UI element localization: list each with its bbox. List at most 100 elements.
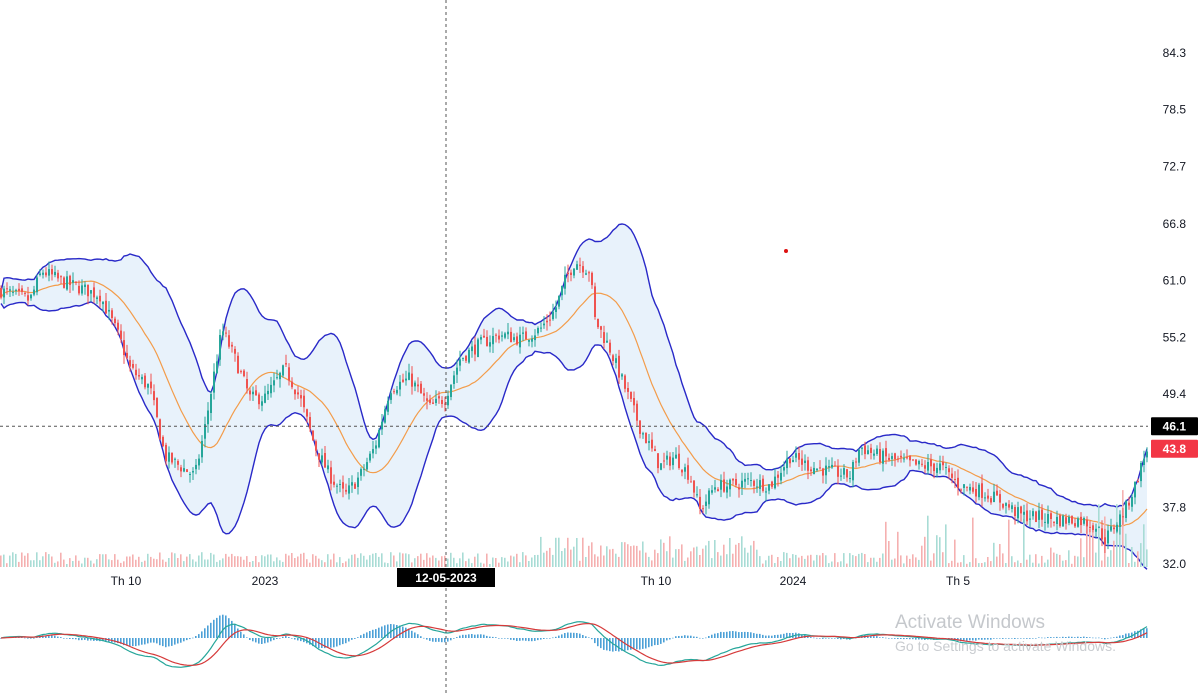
volume-bar bbox=[660, 539, 662, 567]
macd-histogram-bar bbox=[468, 634, 470, 638]
candle bbox=[282, 364, 284, 378]
macd-histogram-bar bbox=[993, 638, 995, 639]
macd-histogram-bar bbox=[90, 638, 92, 641]
candle bbox=[738, 483, 740, 498]
volume-bar bbox=[795, 554, 797, 567]
volume-bar bbox=[570, 549, 572, 567]
macd-histogram-bar bbox=[282, 636, 284, 638]
macd-histogram-bar bbox=[339, 638, 341, 646]
macd-histogram-bar bbox=[1011, 638, 1013, 639]
macd-histogram-bar bbox=[618, 638, 620, 652]
candle bbox=[897, 455, 899, 463]
candle bbox=[1116, 522, 1118, 534]
macd-histogram-bar bbox=[57, 636, 59, 638]
macd-histogram-bar bbox=[84, 638, 86, 640]
volume-bar bbox=[966, 563, 968, 567]
candle bbox=[507, 323, 509, 340]
candle bbox=[1122, 507, 1124, 525]
volume-bar bbox=[939, 537, 941, 567]
macd-histogram-bar bbox=[675, 636, 677, 638]
volume-bar bbox=[507, 561, 509, 567]
volume-bar bbox=[642, 541, 644, 567]
macd-histogram-bar bbox=[732, 631, 734, 638]
candle bbox=[807, 456, 809, 480]
volume-bar bbox=[15, 553, 17, 567]
volume-bar bbox=[465, 561, 467, 567]
candle bbox=[642, 431, 644, 439]
candle bbox=[30, 294, 32, 301]
candle bbox=[195, 459, 197, 475]
volume-bar bbox=[456, 563, 458, 567]
volume-bar bbox=[540, 536, 542, 567]
macd-histogram-bar bbox=[963, 638, 965, 641]
volume-bar bbox=[1086, 525, 1088, 567]
price-axis[interactable]: 84.3 78.5 72.7 66.8 61.0 55.2 49.4 37.8 32.0 46.1… bbox=[1151, 46, 1198, 571]
volume-bar bbox=[819, 555, 821, 567]
volume-bar bbox=[345, 561, 347, 567]
candle bbox=[903, 453, 905, 463]
volume-bar bbox=[993, 542, 995, 567]
candle bbox=[231, 341, 233, 353]
candle bbox=[36, 274, 38, 296]
volume-bar bbox=[132, 554, 134, 567]
macd-histogram-bar bbox=[411, 630, 413, 638]
macd-histogram-bar bbox=[579, 633, 581, 638]
macd-histogram-bar bbox=[1017, 638, 1019, 639]
macd-histogram-bar bbox=[312, 638, 314, 647]
macd-histogram-bar bbox=[501, 638, 503, 639]
macd-histogram-bar bbox=[699, 637, 701, 639]
candle bbox=[198, 454, 200, 470]
volume-bar bbox=[912, 554, 914, 567]
macd-histogram-bar bbox=[180, 638, 182, 643]
macd-histogram-bar bbox=[1050, 637, 1052, 638]
candle bbox=[324, 446, 326, 468]
candle bbox=[57, 269, 59, 282]
macd-histogram-bar bbox=[183, 638, 185, 642]
volume-bar bbox=[594, 554, 596, 567]
candle bbox=[708, 488, 710, 509]
macd-histogram-bar bbox=[228, 618, 230, 638]
macd-histogram-bar bbox=[195, 636, 197, 638]
candle bbox=[1140, 461, 1142, 488]
macd-histogram-bar bbox=[252, 638, 254, 642]
volume-bar bbox=[723, 544, 725, 567]
volume-bar bbox=[57, 561, 59, 567]
volume-bar bbox=[363, 555, 365, 567]
candle bbox=[1053, 521, 1055, 527]
macd-histogram-bar bbox=[759, 633, 761, 638]
macd-histogram-bar bbox=[60, 637, 62, 638]
macd-histogram-bar bbox=[672, 637, 674, 639]
macd-histogram-bar bbox=[528, 638, 530, 642]
macd-histogram-bar bbox=[384, 625, 386, 638]
macd-histogram-bar bbox=[159, 638, 161, 646]
macd-histogram-bar bbox=[720, 631, 722, 638]
volume-bar bbox=[126, 556, 128, 567]
macd-histogram-bar bbox=[1080, 637, 1082, 638]
candle bbox=[945, 462, 947, 475]
volume-bar bbox=[405, 553, 407, 567]
candle bbox=[426, 392, 428, 410]
macd-histogram-bar bbox=[237, 628, 239, 638]
candle bbox=[768, 484, 770, 495]
candle bbox=[780, 465, 782, 485]
candle bbox=[786, 450, 788, 475]
volume-bar bbox=[792, 554, 794, 567]
macd-histogram-bar bbox=[924, 638, 926, 640]
time-axis[interactable]: Th 10 2023 Th 10 2024 Th 5 12-05-2023 bbox=[111, 568, 971, 588]
volume-bar bbox=[1074, 555, 1076, 567]
candle bbox=[1032, 508, 1034, 520]
candle bbox=[984, 492, 986, 502]
volume-bar bbox=[252, 561, 254, 567]
volume-bar bbox=[705, 545, 707, 567]
volume-bar bbox=[153, 558, 155, 567]
macd-histogram-bar bbox=[585, 636, 587, 638]
candle bbox=[612, 353, 614, 366]
macd-histogram-bar bbox=[204, 628, 206, 638]
candle bbox=[732, 478, 734, 485]
volume-bar bbox=[1068, 550, 1070, 567]
macd-histogram-bar bbox=[669, 638, 671, 640]
volume-bar bbox=[909, 558, 911, 567]
macd-histogram-bar bbox=[519, 638, 521, 641]
volume-bar bbox=[762, 563, 764, 567]
